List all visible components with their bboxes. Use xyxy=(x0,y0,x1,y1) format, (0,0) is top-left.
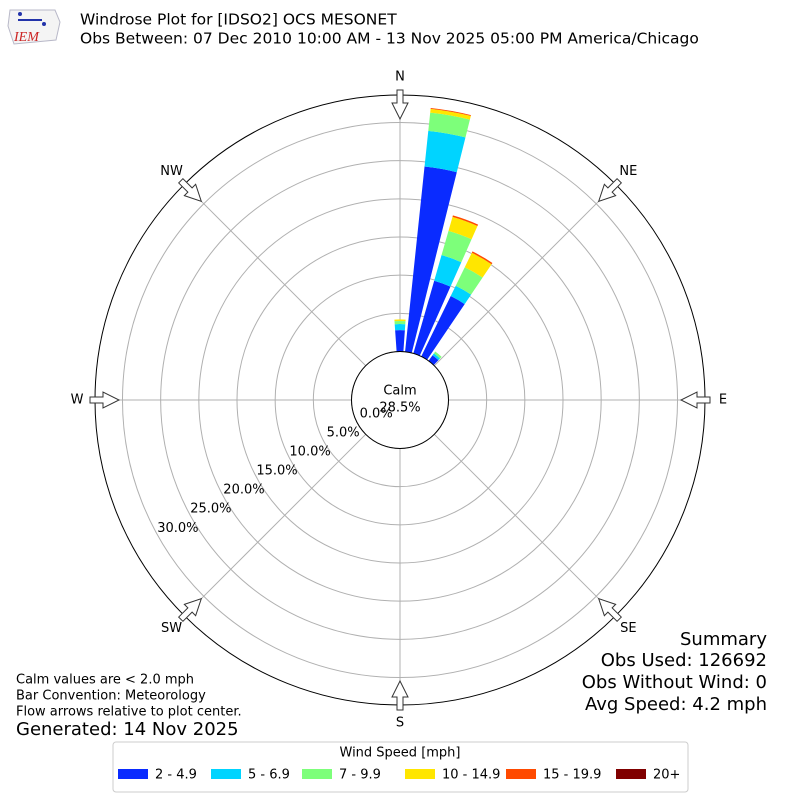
flow-arrow xyxy=(597,177,623,203)
flow-arrow-shape xyxy=(597,177,623,203)
bar-segment xyxy=(428,112,470,138)
theta-tick-label: NE xyxy=(619,164,637,179)
generated: Generated: 14 Nov 2025 xyxy=(16,719,239,740)
legend-label: 15 - 19.9 xyxy=(543,768,601,783)
bar-segment xyxy=(430,108,471,120)
flow-arrow-shape xyxy=(391,679,409,711)
r-tick-label: 20.0% xyxy=(223,483,264,498)
legend-label: 10 - 14.9 xyxy=(442,768,500,783)
legend-swatch xyxy=(118,769,148,779)
grid-spoke xyxy=(433,433,617,617)
summary-line: Obs Without Wind: 0 xyxy=(582,672,767,693)
r-tick-label: 5.0% xyxy=(327,425,360,440)
flow-arrow xyxy=(89,391,121,409)
r-tick-label: 15.0% xyxy=(256,464,297,479)
bar-segment xyxy=(395,330,405,352)
legend-label: 2 - 4.9 xyxy=(155,768,197,783)
grid-spoke xyxy=(433,183,617,367)
calm-circle xyxy=(351,351,449,449)
grid xyxy=(95,95,705,705)
legend-swatch xyxy=(405,769,435,779)
calm-percent: 28.5% xyxy=(379,401,420,416)
legend-swatch xyxy=(211,769,241,779)
flow-arrow-shape xyxy=(391,89,409,121)
r-tick-label: 0.0% xyxy=(360,406,393,421)
summary-line: Obs Used: 126692 xyxy=(601,650,767,671)
bar-segment xyxy=(434,255,462,287)
svg-text:IEM: IEM xyxy=(13,30,40,45)
bar-segment xyxy=(421,296,465,360)
bar-segment xyxy=(433,351,442,359)
legend-swatch xyxy=(302,769,332,779)
bar-segment xyxy=(448,216,478,240)
summary-line: Summary xyxy=(680,629,767,650)
flow-arrow-shape xyxy=(177,597,203,623)
summary-line: Avg Speed: 4.2 mph xyxy=(585,694,767,715)
r-tick-label: 25.0% xyxy=(190,502,231,517)
legend-label: 5 - 6.9 xyxy=(248,768,290,783)
r-tick-label: 10.0% xyxy=(289,444,330,459)
theta-tick-label: E xyxy=(719,393,727,408)
flow-arrow xyxy=(177,177,203,203)
theta-tick-label: S xyxy=(396,716,404,731)
note: Calm values are < 2.0 mph xyxy=(16,673,194,688)
bar-segment xyxy=(413,280,451,356)
legend-swatch xyxy=(616,769,646,779)
flow-arrow xyxy=(679,391,711,409)
flow-arrow xyxy=(391,89,409,121)
legend-title: Wind Speed [mph] xyxy=(340,746,461,761)
note: Flow arrows relative to plot center. xyxy=(16,705,242,720)
grid-spoke xyxy=(183,433,367,617)
bar-segment xyxy=(464,252,492,278)
bar-segment xyxy=(452,215,479,226)
theta-tick-label: NW xyxy=(160,164,183,179)
bar-segment xyxy=(450,285,472,305)
chart-subtitle: Obs Between: 07 Dec 2010 10:00 AM - 13 N… xyxy=(80,30,699,48)
flow-arrow-shape xyxy=(597,597,623,623)
legend-swatch xyxy=(506,769,536,779)
legend-box xyxy=(112,741,689,793)
bar-segment xyxy=(394,324,406,331)
bar-segment xyxy=(430,108,472,116)
theta-tick-label: N xyxy=(395,70,405,85)
bar-segment xyxy=(405,166,457,353)
legend-label: 7 - 9.9 xyxy=(339,768,381,783)
bar-segment xyxy=(424,130,466,173)
bar-segment xyxy=(471,251,493,265)
flow-arrow-shape xyxy=(679,391,711,409)
flow-arrow xyxy=(391,679,409,711)
r-tick-label: 30.0% xyxy=(157,521,198,536)
iem-logo: IEM xyxy=(7,9,61,45)
legend-label: 20+ xyxy=(653,768,680,783)
theta-tick-label: SE xyxy=(620,621,636,636)
bar-segment xyxy=(394,320,406,325)
bar-segment xyxy=(455,267,483,295)
flow-arrow xyxy=(177,597,203,623)
bar-segment xyxy=(441,230,472,263)
bar-segment xyxy=(432,353,441,361)
bar-segment xyxy=(394,319,406,322)
flow-arrow-shape xyxy=(177,177,203,203)
note: Bar Convention: Meteorology xyxy=(16,689,206,704)
theta-tick-label: SW xyxy=(161,621,182,636)
theta-tick-label: W xyxy=(71,393,84,408)
calm-label: Calm xyxy=(383,384,416,399)
chart-title: Windrose Plot for [IDSO2] OCS MESONET xyxy=(80,11,397,29)
grid-spoke xyxy=(183,183,367,367)
flow-arrow xyxy=(597,597,623,623)
flow-arrow-shape xyxy=(89,391,121,409)
